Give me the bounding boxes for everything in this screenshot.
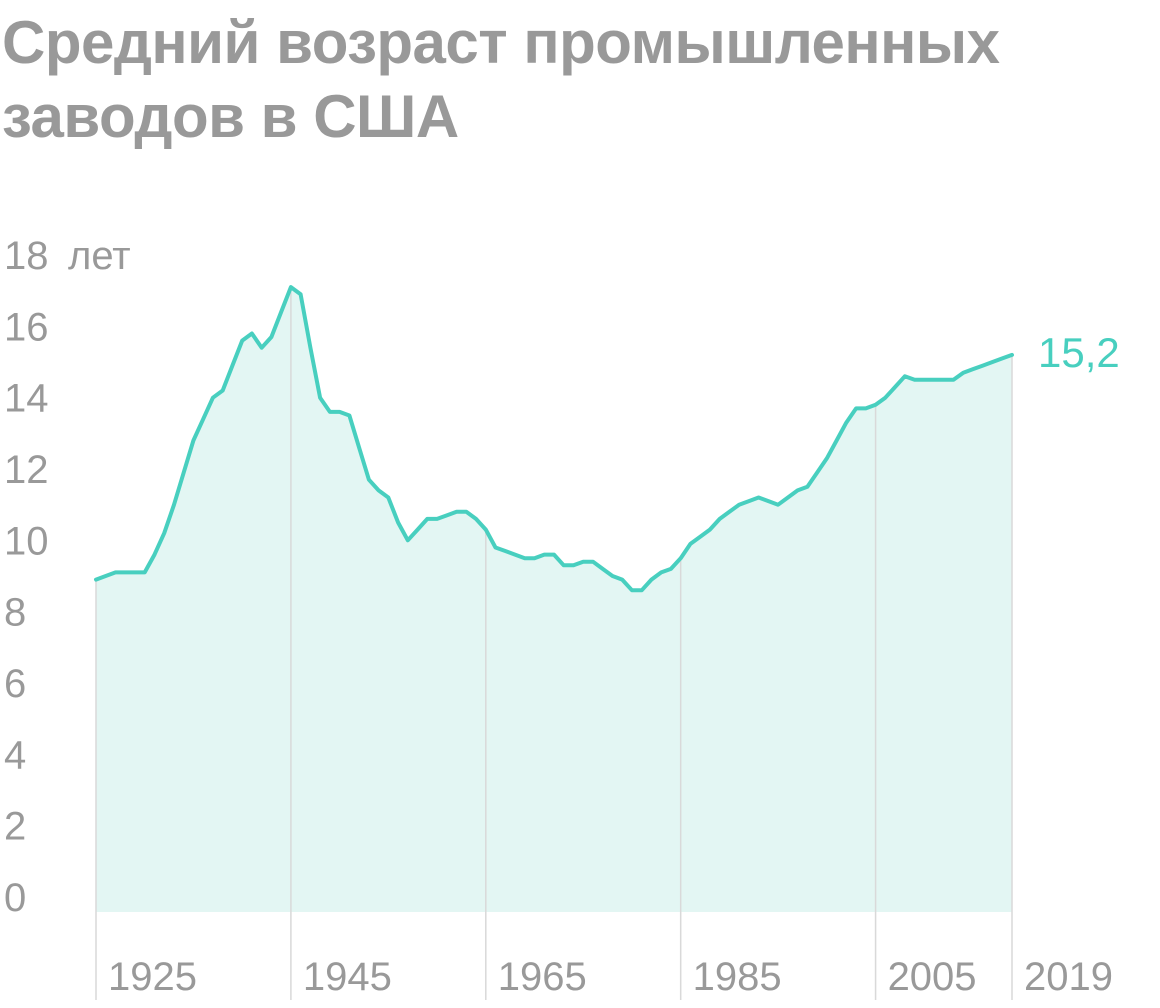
x-tick-label: 2005 [888, 955, 977, 999]
y-unit-label: лет [68, 234, 131, 278]
y-tick-label: 0 [4, 876, 26, 920]
end-value-label: 15,2 [1038, 329, 1120, 376]
y-tick-label: 8 [4, 591, 26, 635]
y-tick-label: 14 [4, 377, 49, 421]
y-tick-label: 10 [4, 519, 49, 563]
area-fill [96, 287, 1012, 913]
x-tick-label: 1945 [303, 955, 392, 999]
x-tick-label: 1965 [498, 955, 587, 999]
y-tick-label: 12 [4, 448, 49, 492]
y-tick-label: 18 [4, 234, 49, 278]
chart-title: Средний возраст промышленных заводов в С… [2, 9, 1000, 150]
y-tick-label: 4 [4, 733, 26, 777]
y-tick-label: 16 [4, 305, 49, 349]
x-tick-label: 1925 [108, 955, 197, 999]
y-tick-label: 6 [4, 662, 26, 706]
series-line [94, 285, 1014, 593]
x-tick-label: 1985 [693, 955, 782, 999]
x-tick-label: 2019 [1024, 955, 1113, 999]
y-tick-label: 2 [4, 805, 26, 849]
